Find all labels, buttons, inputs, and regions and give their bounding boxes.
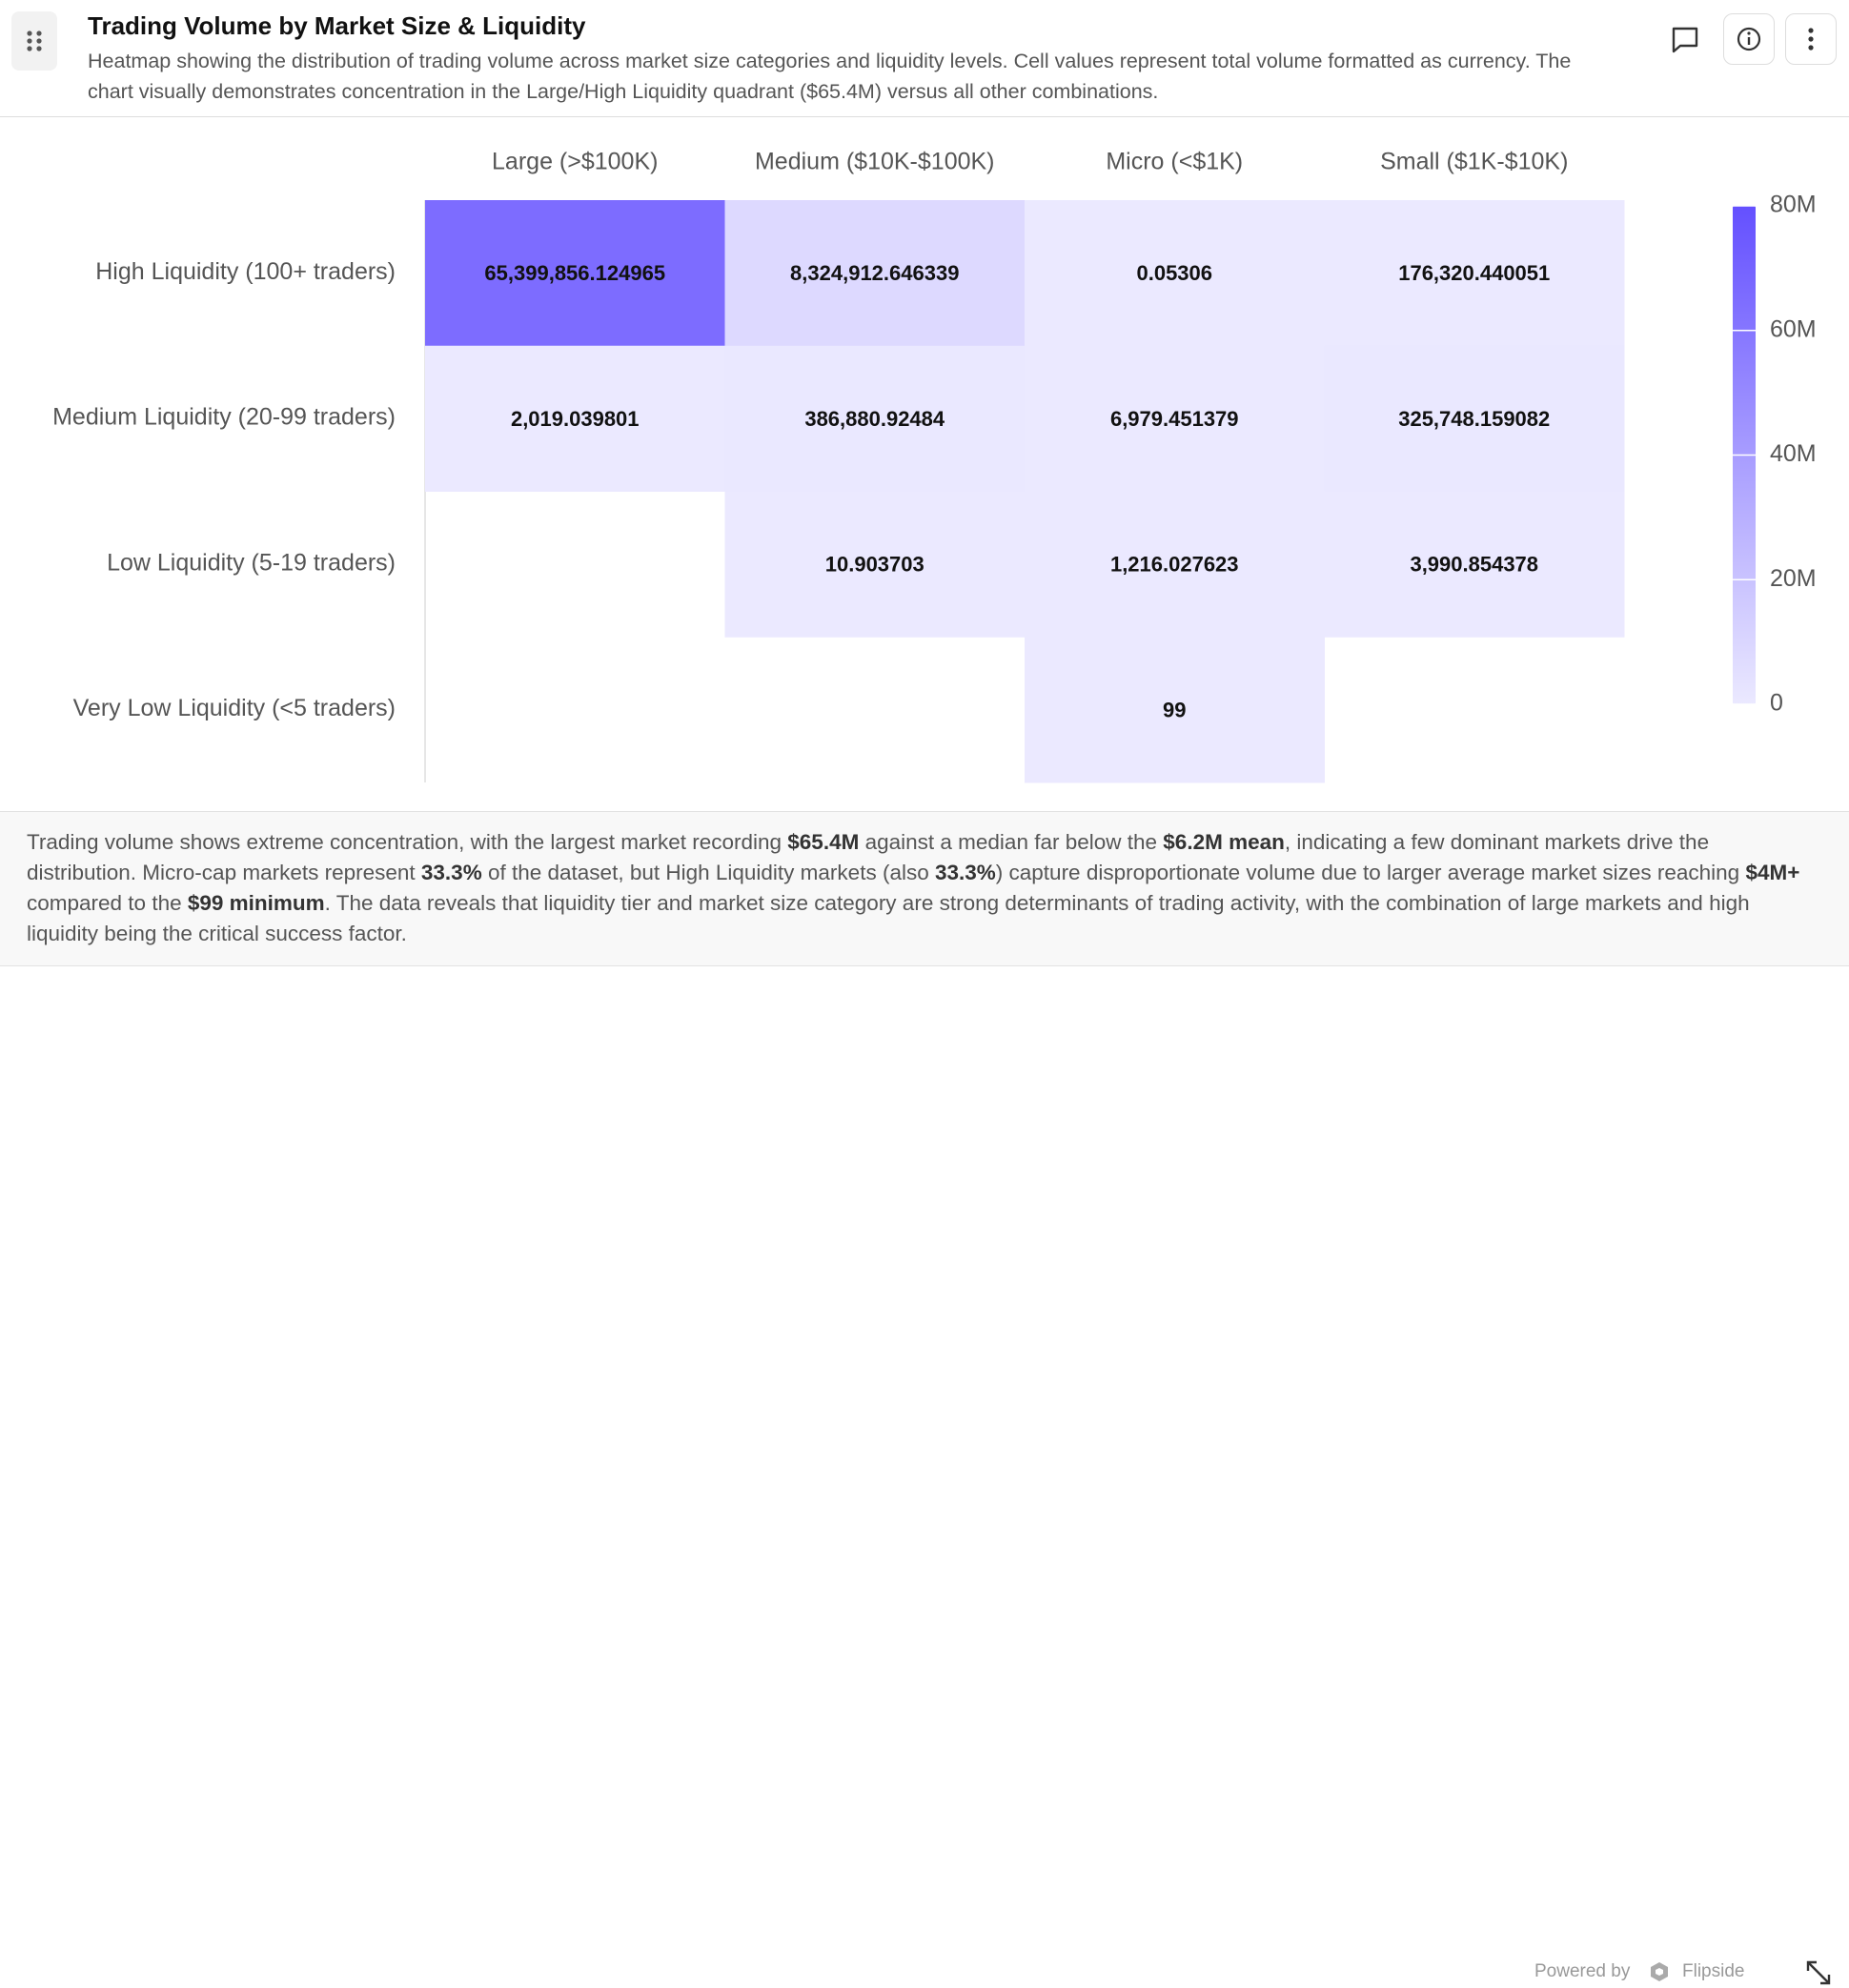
- y-tick-label: Very Low Liquidity (<5 traders): [73, 695, 396, 721]
- y-tick-label: Medium Liquidity (20-99 traders): [52, 404, 396, 431]
- cell-label: 325,748.159082: [1398, 407, 1550, 431]
- x-tick-label: Large (>$100K): [492, 149, 658, 175]
- summary-text: Trading volume shows extreme concentrati…: [27, 830, 788, 854]
- colorbar-tick-label: 60M: [1770, 315, 1817, 342]
- cell-label: 2,019.039801: [511, 407, 640, 431]
- info-icon: [1737, 27, 1761, 51]
- y-tick-label: Low Liquidity (5-19 traders): [107, 549, 396, 576]
- summary-highlight: $99 minimum: [187, 891, 325, 915]
- heatmap-cell: [425, 200, 725, 347]
- heatmap-cell: [425, 345, 725, 492]
- x-tick-label: Micro (<$1K): [1106, 149, 1243, 175]
- cell-label: 65,399,856.124965: [484, 261, 665, 285]
- x-tick-label: Medium ($10K-$100K): [755, 149, 995, 175]
- summary-text: compared to the: [27, 891, 188, 915]
- chart-subtitle: Heatmap showing the distribution of trad…: [88, 50, 1572, 103]
- heatmap-cell: [1324, 200, 1625, 347]
- heatmap-cell: [724, 200, 1026, 347]
- cell-label: 1,216.027623: [1110, 553, 1239, 577]
- cell-label: 0.05306: [1136, 261, 1212, 285]
- heatmap-cell: [724, 491, 1026, 638]
- heatmap-cell: [1025, 637, 1325, 783]
- chart-title: Trading Volume by Market Size & Liquidit…: [88, 11, 586, 40]
- heatmap-cell: [1025, 345, 1325, 492]
- info-button[interactable]: [1723, 13, 1775, 65]
- cell-label: 10.903703: [825, 553, 924, 577]
- cell-label: 386,880.92484: [804, 407, 945, 431]
- heatmap-chart: Large (>$100K) Medium ($10K-$100K) Micro (…: [52, 149, 1817, 783]
- summary-highlight: 33.3%: [420, 861, 482, 884]
- heatmap-cell: [724, 345, 1026, 492]
- cell-label: 3,990.854378: [1410, 553, 1538, 577]
- header: Trading Volume by Market Size & Liquidit…: [0, 0, 1849, 117]
- summary-text: ) capture disproportionate volume due to…: [995, 861, 1746, 884]
- colorbar-tick-label: 0: [1770, 690, 1783, 717]
- more-icon: [1808, 28, 1814, 51]
- drag-icon: [27, 30, 42, 51]
- expand-icon[interactable]: [1803, 1958, 1834, 1988]
- cell-label: 8,324,912.646339: [790, 261, 959, 285]
- cell-label: 6,979.451379: [1110, 407, 1239, 431]
- summary-highlight: $6.2M mean: [1163, 830, 1285, 854]
- heatmap-cell: [1324, 491, 1625, 638]
- more-button[interactable]: [1785, 13, 1837, 65]
- drag-handle[interactable]: [11, 11, 57, 71]
- colorbar-tick-label: 20M: [1770, 565, 1817, 592]
- summary-text: , indicating a few dominant markets driv…: [27, 830, 1710, 884]
- cell-label: 99: [1163, 698, 1186, 721]
- heatmap-cell: [1324, 345, 1625, 492]
- comment-icon: [1672, 27, 1698, 53]
- summary: Trading volume shows extreme concentrati…: [0, 811, 1849, 966]
- summary-highlight: $65.4M: [787, 830, 860, 854]
- y-tick-label: High Liquidity (100+ traders): [95, 258, 396, 285]
- x-tick-label: Small ($1K-$10K): [1380, 149, 1568, 175]
- cell-label: 176,320.440051: [1398, 261, 1550, 285]
- colorbar-tick-label: 80M: [1770, 192, 1817, 218]
- brand-name[interactable]: Flipside: [1682, 1961, 1745, 1981]
- summary-highlight: $4M+: [1745, 861, 1800, 884]
- brand-logo: [1651, 1962, 1668, 1981]
- summary-text: . The data reveals that liquidity tier a…: [27, 891, 1750, 945]
- powered-by: Powered by: [1534, 1961, 1631, 1981]
- comment-button[interactable]: [1659, 13, 1711, 65]
- heatmap-cell: [1025, 200, 1325, 347]
- footer: Powered by Flipside: [0, 966, 1849, 1985]
- summary-text: against a median far below the: [859, 830, 1164, 854]
- colorbar-tick-label: 40M: [1770, 440, 1817, 467]
- summary-highlight: 33.3%: [934, 861, 996, 884]
- summary-text: of the dataset, but High Liquidity marke…: [481, 861, 935, 884]
- heatmap-cell: [1025, 491, 1325, 638]
